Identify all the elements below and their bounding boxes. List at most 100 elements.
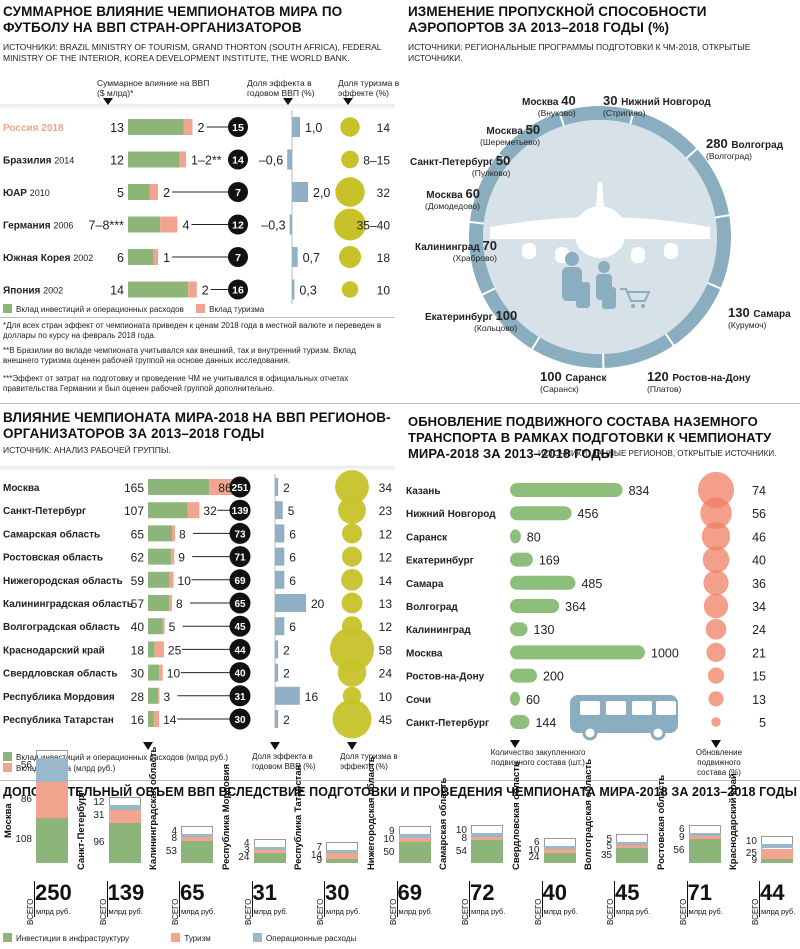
country-year: 2018 <box>41 123 64 134</box>
tourism-bar <box>160 216 178 233</box>
airport-value: 50 <box>495 153 511 168</box>
total-unit: млрд руб. <box>761 907 796 916</box>
ops-value: 7 <box>316 841 322 853</box>
tourism-value: 5 <box>169 620 176 634</box>
legend-tourism-swatch <box>196 304 206 313</box>
sec1-band <box>0 104 395 110</box>
tourism-value: 4 <box>182 219 189 233</box>
total-circle <box>228 149 248 170</box>
gdp-share-bar <box>292 279 295 300</box>
total-value: 31 <box>252 880 277 905</box>
infra-value: 54 <box>455 845 467 857</box>
sec5-legend-infra-label: Инвестиции в инфраструктуру <box>16 934 130 943</box>
airport-line: Санкт-Петербург 50 <box>410 154 510 168</box>
rolling-stock-bar <box>510 529 521 544</box>
city-label: Санкт-Петербург <box>406 717 489 729</box>
airport-label: Москва 60 (Домодедово) <box>425 187 480 212</box>
renewal-value: 5 <box>759 716 766 730</box>
ops-value: 5 <box>606 833 612 845</box>
ring-separator <box>664 333 676 347</box>
airport-city: Санкт-Петербург <box>410 157 496 168</box>
total-value: 139 <box>232 506 249 517</box>
tourism-value: 3 <box>243 845 250 857</box>
renewal-value: 24 <box>752 623 766 637</box>
total-rule <box>179 881 180 917</box>
city-label: Калининград <box>406 625 471 636</box>
country-name: Россия <box>3 123 41 134</box>
tourism-value: 2 <box>198 121 205 135</box>
airport-label: Москва 40 (Внуково) <box>522 94 576 119</box>
invest-value: 7–8*** <box>89 219 125 233</box>
total-rule <box>106 881 108 917</box>
col1-marker <box>510 740 520 748</box>
tourism-share-circle <box>337 658 367 687</box>
ops-segment <box>471 832 503 837</box>
sec4-chart: Казань 834 74 Нижний Новгород 456 56 Саранск 80… <box>406 471 766 748</box>
total-value: 15 <box>232 122 244 134</box>
sec4-source: Источники: данные регионов, открытые ист… <box>538 449 777 458</box>
legend-invest-label: Вклад инвестиций и операционных расходов <box>16 305 184 314</box>
country-name: Германия <box>3 221 53 232</box>
tourism-value: 31 <box>93 810 105 822</box>
airport-value: 70 <box>482 238 497 253</box>
renewal-circle <box>703 593 729 619</box>
tourism-bar <box>153 711 160 727</box>
invest-value: 165 <box>124 481 144 495</box>
infra-value: 9 <box>751 855 757 866</box>
rolling-stock-bar <box>510 552 533 567</box>
total-value: 65 <box>180 880 205 905</box>
renewal-circle <box>708 691 724 707</box>
sec2-title: Изменение пропускной способности аэропор… <box>408 4 707 35</box>
total-circle <box>229 569 251 591</box>
total-value: 44 <box>760 880 785 905</box>
airport-code: (Домодедово) <box>425 201 480 211</box>
total-value: 12 <box>232 220 244 232</box>
bag-icon <box>602 287 616 309</box>
country-year: 2006 <box>53 221 73 231</box>
infra-segment <box>543 852 576 863</box>
total-circle <box>228 117 248 137</box>
infra-segment <box>253 852 286 863</box>
total-circle <box>228 247 248 267</box>
region-label: Республика Татарстан <box>3 714 114 726</box>
infra-value: 50 <box>383 846 395 858</box>
bus-wheel <box>650 725 666 741</box>
total-circle <box>229 522 251 544</box>
total-value: 72 <box>470 880 495 905</box>
invest-value: 6 <box>117 251 124 265</box>
cart-wheel <box>631 304 635 308</box>
airport-line: Москва 40 <box>522 94 576 108</box>
suitcase-icon <box>576 282 590 308</box>
ops-segment <box>36 758 68 782</box>
ring-separator <box>481 287 496 296</box>
tourism-segment <box>398 837 431 842</box>
infra-segment <box>761 859 793 863</box>
tourism-share-value: 45 <box>379 713 393 727</box>
col3-marker <box>343 98 353 105</box>
infra-value: 9 <box>316 855 322 866</box>
region-label: Ростовская область <box>3 552 103 564</box>
airport-value: 120 <box>647 369 673 384</box>
tourism-segment <box>543 848 576 853</box>
total-value: 139 <box>107 880 145 905</box>
gdp-share-value: 5 <box>288 504 295 518</box>
total-unit: млрд руб. <box>253 907 288 916</box>
invest-bar <box>148 595 170 611</box>
invest-bar <box>148 479 210 495</box>
airport-line: 280 Волгоград <box>706 137 783 151</box>
total-circle <box>229 592 251 614</box>
airport-code: (Волгоград) <box>706 151 752 161</box>
mid-rule <box>0 403 800 404</box>
rolling-stock-bar <box>510 691 520 706</box>
gdp-share-bar <box>275 640 279 659</box>
total-rule <box>251 881 253 917</box>
total-value: 44 <box>234 645 246 656</box>
gdp-share-value: 0,7 <box>303 251 320 265</box>
total-value: 30 <box>234 715 246 726</box>
rolling-stock-bar <box>510 483 623 497</box>
sec1-legend: Вклад инвестиций и операционных расходов… <box>3 304 264 315</box>
infra-value: 96 <box>93 836 105 848</box>
rolling-stock-value: 169 <box>539 554 560 568</box>
airport-chart <box>468 106 731 369</box>
